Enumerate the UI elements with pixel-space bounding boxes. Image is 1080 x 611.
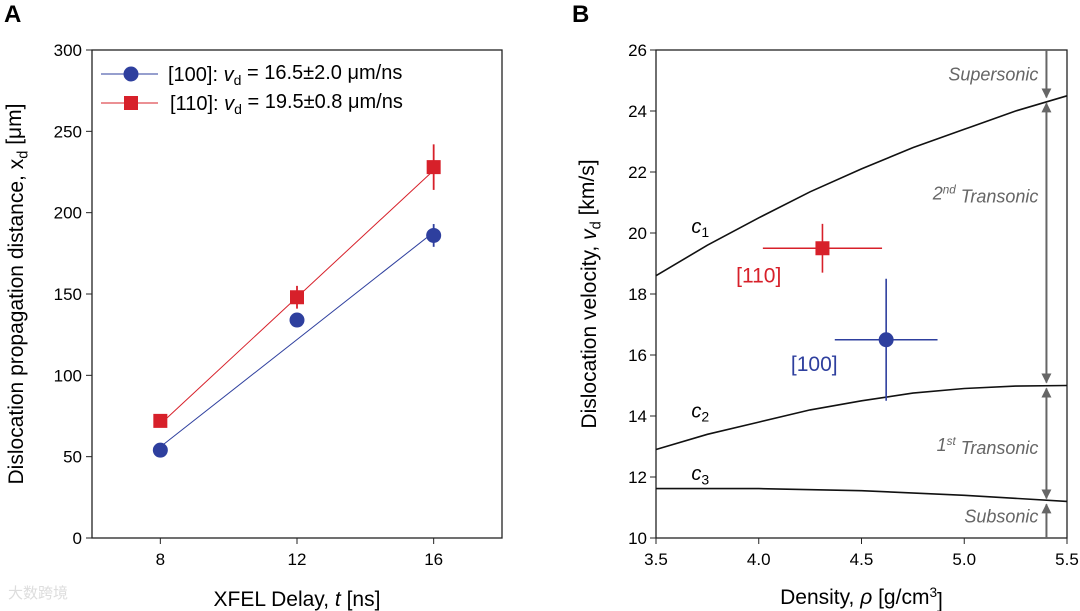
- y-tick-label-a: 250: [54, 122, 82, 141]
- legend-marker: [124, 96, 138, 110]
- point-label: [100]: [791, 353, 838, 376]
- y-tick-label-a: 200: [54, 204, 82, 223]
- region-label: Supersonic: [948, 64, 1038, 84]
- y-tick-label-b: 16: [628, 346, 647, 365]
- x-tick-label-a: 16: [424, 550, 443, 569]
- plot-frame-b: [655, 49, 1068, 539]
- x-tick-label-b: 4.0: [747, 550, 771, 569]
- data-point: [290, 290, 304, 305]
- y-tick-label-b: 20: [628, 224, 647, 243]
- y-tick-label-a: 150: [54, 285, 82, 304]
- legend-entry: [100]: vd = 16.5±2.0 μm/ns: [168, 62, 402, 88]
- data-point: [426, 160, 441, 175]
- data-point: [426, 227, 442, 243]
- y-tick-label-a: 0: [73, 529, 82, 548]
- y-tick-label-b: 14: [628, 407, 647, 426]
- panel-label-b: B: [572, 1, 589, 28]
- y-tick-label-b: 10: [628, 529, 647, 548]
- watermark: 大数跨境: [8, 584, 69, 602]
- point-label: [110]: [736, 265, 781, 288]
- y-tick-label-b: 22: [628, 163, 647, 182]
- panel-label-a: A: [4, 1, 21, 28]
- y-tick-label-a: 100: [54, 366, 82, 385]
- data-point: [815, 241, 830, 256]
- y-tick-label-a: 300: [54, 41, 82, 60]
- data-point: [153, 413, 168, 428]
- x-axis-label-a: XFEL Delay, t [ns]: [214, 588, 381, 611]
- curve-label-c3: c3: [691, 463, 709, 487]
- legend-marker: [123, 66, 139, 82]
- y-axis-label-a: Dislocation propagation distance, xd [μm…: [3, 104, 31, 485]
- x-axis-label-b: Density, ρ [g/cm3]: [780, 585, 943, 611]
- curve-label-c2: c2: [691, 401, 709, 425]
- curve-c2: [655, 384, 1068, 451]
- y-axis-label-b: Dislocation velocity, vd [km/s]: [576, 159, 604, 428]
- y-tick-label-b: 12: [628, 468, 647, 487]
- point-[100]: [100]: [791, 278, 938, 401]
- point-[110]: [110]: [736, 223, 883, 288]
- y-tick-label-b: 24: [628, 102, 647, 121]
- legend-entry: [110]: vd = 19.5±0.8 μm/ns: [170, 91, 403, 117]
- x-tick-label-b: 4.5: [850, 550, 874, 569]
- x-tick-label-a: 12: [288, 550, 307, 569]
- curve-label-c1: c1: [691, 216, 709, 240]
- curve-c1: [655, 95, 1068, 277]
- data-point: [878, 332, 894, 348]
- x-tick-label-b: 5.0: [952, 550, 976, 569]
- y-tick-label-b: 18: [628, 285, 647, 304]
- curve-c3: [656, 487, 1068, 503]
- fit-line: [160, 231, 434, 448]
- data-point: [289, 312, 305, 328]
- region-label: Subsonic: [964, 507, 1038, 527]
- y-tick-label-b: 26: [628, 41, 647, 60]
- data-point: [152, 442, 168, 458]
- x-tick-label-b: 5.5: [1055, 550, 1079, 569]
- series-0: [100]: vd = 16.5±2.0 μm/ns: [101, 62, 442, 458]
- y-tick-label-a: 50: [63, 448, 82, 467]
- region-label: 2nd Transonic: [932, 183, 1039, 206]
- series-1: [110]: vd = 19.5±0.8 μm/ns: [101, 91, 441, 428]
- region-label: 1st Transonic: [937, 435, 1039, 458]
- x-tick-label-a: 8: [156, 550, 165, 569]
- x-tick-label-b: 3.5: [644, 550, 668, 569]
